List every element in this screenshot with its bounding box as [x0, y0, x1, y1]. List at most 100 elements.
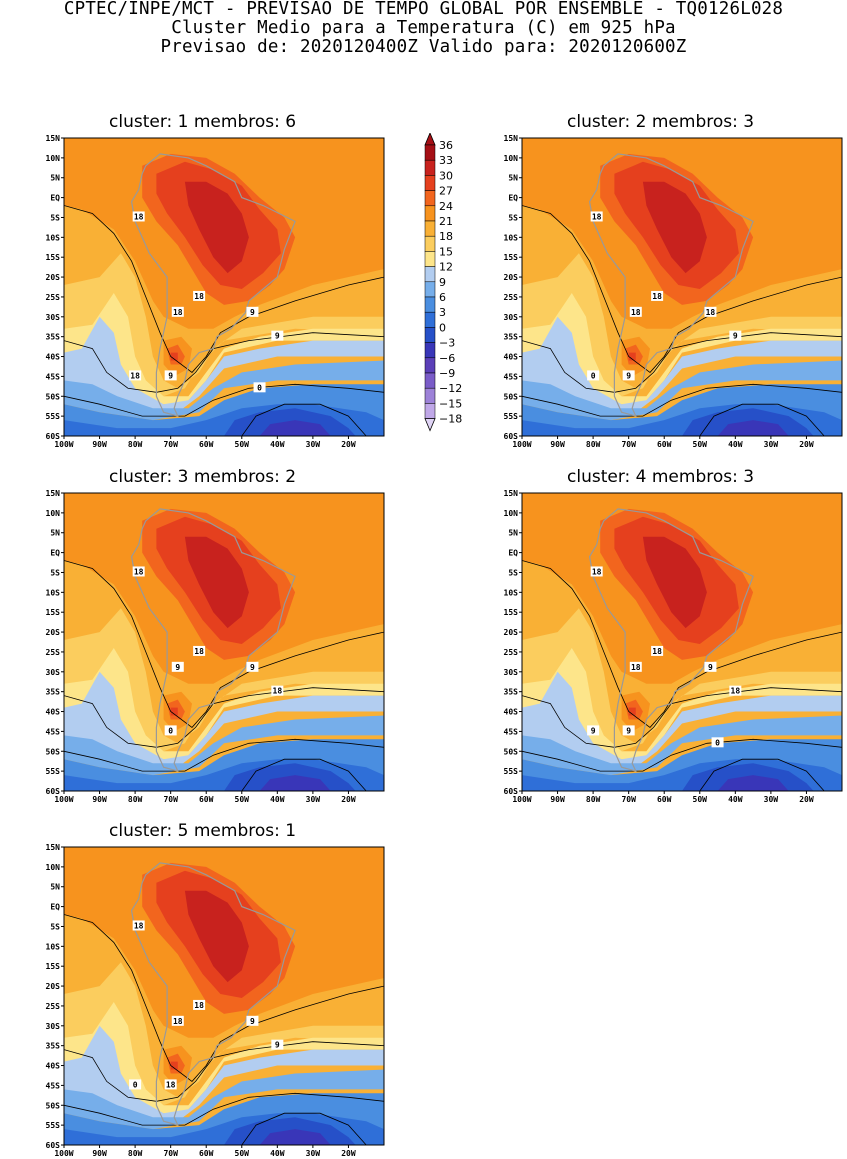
contour-line: [522, 383, 842, 417]
temperature-band: [64, 715, 384, 776]
colorbar-label: 15: [439, 245, 453, 258]
lon-tick-label: 40W: [728, 440, 743, 449]
contour-label: 9: [250, 308, 255, 317]
temperature-band: [259, 775, 331, 791]
contour-label: 9: [275, 1041, 280, 1050]
contour-line: [522, 332, 842, 393]
colorbar-label: −12: [439, 382, 462, 395]
colorbar-label: 3: [439, 306, 446, 319]
colorbar-swatch: [424, 266, 436, 283]
lon-tick-label: 50W: [693, 795, 708, 804]
contour-line: [64, 738, 384, 772]
colorbar-label: −3: [439, 337, 455, 350]
contour-label: 18: [631, 663, 641, 672]
temperature-band: [170, 1061, 178, 1070]
lon-tick-label: 100W: [512, 440, 531, 449]
temperature-band: [184, 536, 249, 629]
contour-label-box: [164, 370, 177, 381]
lat-tick-label: 25S: [46, 648, 61, 657]
contour-label-box: [132, 566, 145, 577]
contour-line: [64, 1041, 384, 1102]
contour-label: 0: [715, 738, 720, 747]
lon-tick-label: 90W: [92, 440, 107, 449]
lon-tick-label: 40W: [270, 795, 285, 804]
temperature-band: [259, 1129, 331, 1145]
lat-tick-label: 35S: [504, 688, 519, 697]
lon-tick-label: 60W: [657, 795, 672, 804]
lon-tick-label: 60W: [199, 440, 214, 449]
colorbar-bottom-arrow: [424, 418, 436, 432]
colorbar-swatch: [424, 281, 436, 298]
lon-tick-label: 20W: [799, 440, 814, 449]
colorbar-swatch: [424, 403, 436, 419]
lat-tick-label: 35S: [46, 1042, 61, 1051]
contour-label-box: [629, 661, 642, 672]
panel-title-cluster-5: cluster: 5 membros: 1: [109, 821, 297, 841]
header-subtitle: Cluster Medio para a Temperatura (C) em …: [171, 18, 676, 38]
contour-label-box: [132, 920, 145, 931]
contour-label-box: [587, 370, 600, 381]
lat-tick-label: 10N: [46, 863, 61, 872]
lon-tick-label: 20W: [799, 795, 814, 804]
temperature-band: [64, 1002, 384, 1114]
contour-label-box: [171, 1015, 184, 1026]
colorbar-label: 9: [439, 276, 446, 289]
lat-tick-label: 45S: [46, 372, 61, 381]
contour-label-box: [729, 685, 742, 696]
lon-tick-label: 90W: [550, 795, 565, 804]
lat-tick-label: 5N: [508, 529, 518, 538]
lat-tick-label: 50S: [46, 392, 61, 401]
lon-tick-label: 20W: [341, 1149, 356, 1158]
lat-tick-label: 55S: [46, 1121, 61, 1130]
lon-tick-label: 30W: [306, 440, 321, 449]
colorbar-swatch: [424, 327, 436, 343]
lon-tick-label: 100W: [54, 440, 73, 449]
figure-header: CPTEC/INPE/MCT - PREVISAO DE TEMPO GLOBA…: [0, 0, 847, 57]
cluster-map-1: 15N 10N 5N EQ 5S 10S 15S 20S 25S 30S 35S 40S 45S 50S 5…: [46, 134, 385, 449]
contour-label: 18: [273, 687, 283, 696]
lon-tick-label: 30W: [764, 440, 779, 449]
contour-line: [522, 738, 842, 772]
colorbar-label: 21: [439, 215, 453, 228]
colorbar-label: 33: [439, 154, 453, 167]
temperature-band: [184, 181, 249, 274]
map-frame: [63, 137, 385, 437]
colorbar-swatch: [424, 296, 436, 313]
cluster-map-2: 15N 10N 5N EQ 5S 10S 15S 20S 25S 30S 35S 40S 45S 50S 5…: [504, 134, 843, 449]
lon-tick-label: 90W: [92, 795, 107, 804]
lat-tick-label: 40S: [46, 353, 61, 362]
temperature-band: [522, 715, 842, 776]
lat-tick-label: 25S: [504, 648, 519, 657]
lon-tick-label: 30W: [306, 795, 321, 804]
colorbar-label: 27: [439, 185, 453, 198]
lat-tick-label: 20S: [504, 628, 519, 637]
contour-label: 18: [134, 921, 144, 930]
lon-tick-label: 70W: [163, 1149, 178, 1158]
lat-tick-label: 20S: [504, 273, 519, 282]
lon-tick-label: 80W: [586, 440, 601, 449]
lat-tick-label: 60S: [504, 432, 519, 441]
lon-tick-label: 20W: [341, 440, 356, 449]
lon-tick-label: 80W: [128, 795, 143, 804]
map-frame: [521, 137, 843, 437]
lat-tick-label: 5S: [508, 213, 518, 222]
contour-label-box: [590, 566, 603, 577]
temperature-band: [64, 293, 384, 405]
lat-tick-label: EQ: [508, 194, 518, 203]
contour-label: 9: [733, 332, 738, 341]
lon-tick-label: 80W: [586, 795, 601, 804]
contour-label: 18: [652, 647, 662, 656]
colorbar-label: 6: [439, 291, 446, 304]
contour-label-box: [729, 330, 742, 341]
lat-tick-label: 5N: [508, 174, 518, 183]
contour-label: 18: [592, 212, 602, 221]
lat-tick-label: 10N: [46, 154, 61, 163]
contour-label-box: [193, 645, 206, 656]
contour-label-box: [171, 661, 184, 672]
contour-label-box: [164, 1079, 177, 1090]
lat-tick-label: 45S: [46, 727, 61, 736]
contour-label: 18: [194, 292, 204, 301]
lat-tick-label: 35S: [46, 333, 61, 342]
contour-label-box: [246, 661, 259, 672]
colorbar-label: −9: [439, 367, 455, 380]
